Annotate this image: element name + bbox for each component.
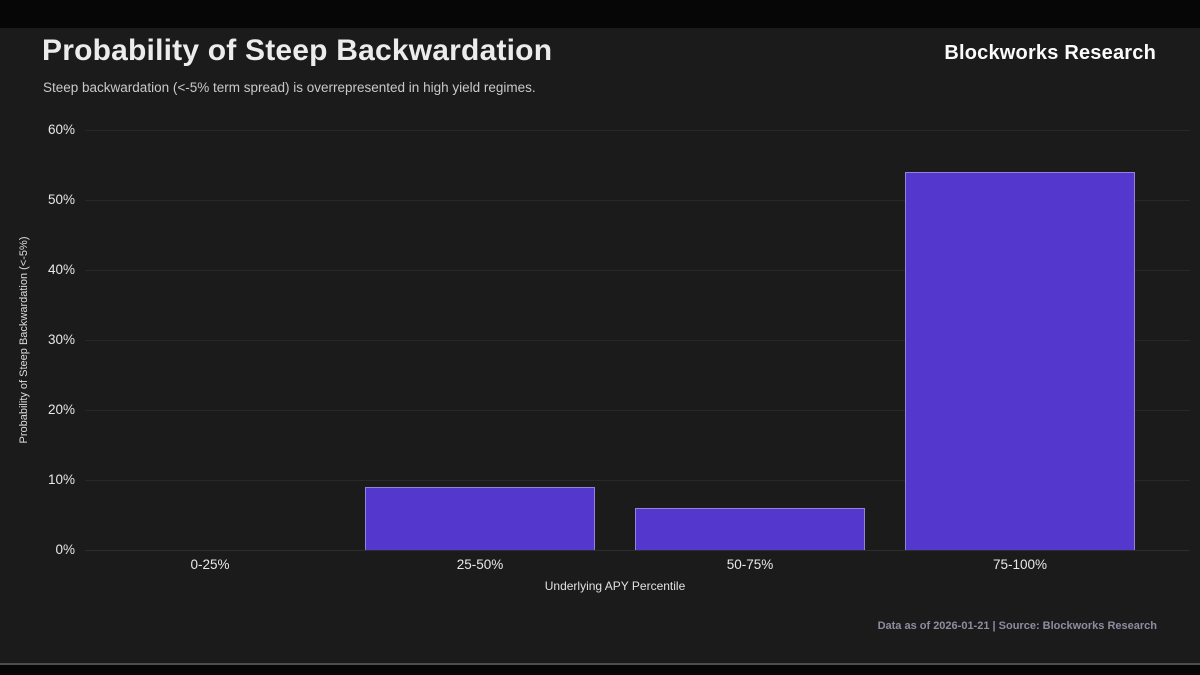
x-tick-label: 50-75% — [726, 557, 774, 572]
letterbox-bottom — [0, 665, 1200, 675]
gridline-60 — [85, 130, 1190, 131]
bottom-divider — [0, 663, 1200, 665]
y-tick-label: 30% — [47, 332, 75, 347]
bar-50-75% — [635, 508, 865, 550]
gridline-0 — [85, 550, 1190, 551]
bar-75-100% — [905, 172, 1135, 550]
gridline-20 — [85, 410, 1190, 411]
letterbox-top — [0, 0, 1200, 28]
x-tick-label: 25-50% — [456, 557, 504, 572]
gridline-10 — [85, 480, 1190, 481]
gridline-50 — [85, 200, 1190, 201]
y-tick-label: 50% — [47, 192, 75, 207]
x-tick-label: 0-25% — [190, 557, 230, 572]
chart-title: Probability of Steep Backwardation — [42, 34, 553, 67]
y-tick-label: 40% — [47, 262, 75, 277]
source-note: Data as of 2026-01-21 | Source: Blockwor… — [877, 620, 1157, 632]
chart-subtitle: Steep backwardation (<-5% term spread) i… — [43, 80, 536, 95]
x-tick-label: 75-100% — [992, 557, 1048, 572]
y-tick-label: 0% — [55, 542, 75, 557]
chart-canvas: Probability of Steep Backwardation Steep… — [0, 28, 1200, 663]
y-tick-label: 60% — [47, 122, 75, 137]
gridline-30 — [85, 340, 1190, 341]
bar-25-50% — [365, 487, 595, 550]
gridline-40 — [85, 270, 1190, 271]
y-tick-label: 10% — [47, 472, 75, 487]
x-axis-title: Underlying APY Percentile — [544, 579, 686, 593]
brand-wordmark: Blockworks Research — [944, 42, 1156, 64]
y-tick-label: 20% — [47, 402, 75, 417]
